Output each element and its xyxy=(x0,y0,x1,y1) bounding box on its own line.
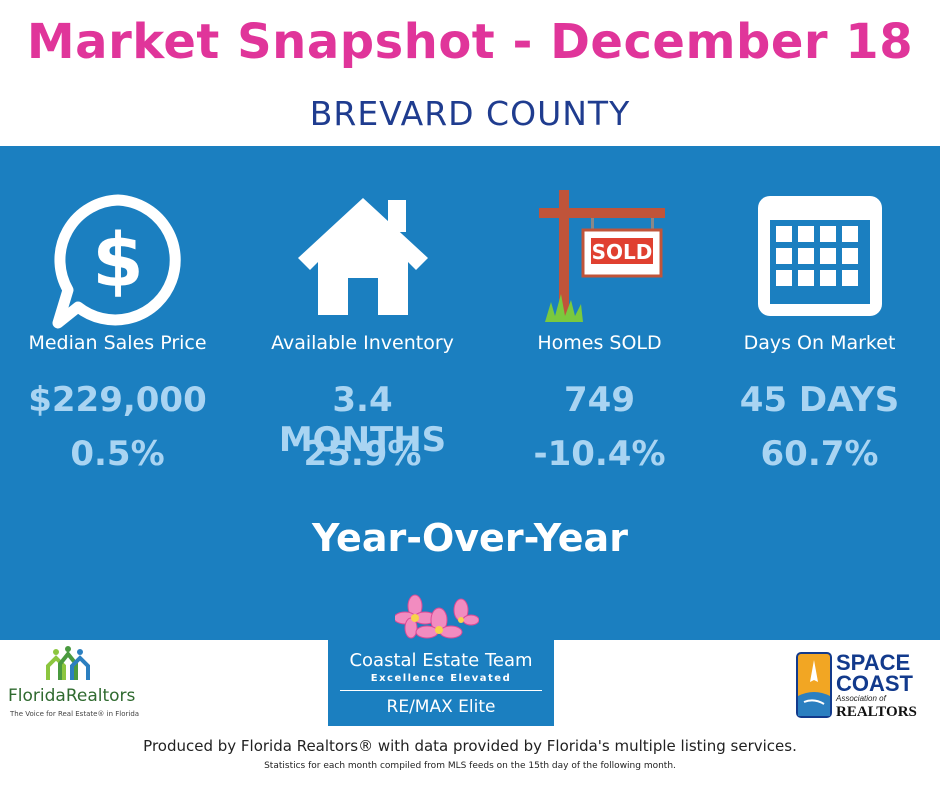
footer-produced-by: Produced by Florida Realtors® with data … xyxy=(143,737,797,755)
stat-value: 749 xyxy=(564,380,635,420)
page-title: Market Snapshot - December 18 xyxy=(26,14,914,70)
calendar-icon xyxy=(702,190,937,330)
house-icon xyxy=(245,190,480,330)
plumeria-flowers-icon xyxy=(393,592,480,644)
divider xyxy=(340,690,542,691)
team-name: Coastal Estate Team xyxy=(349,650,533,671)
team-tagline: Excellence Elevated xyxy=(370,673,512,684)
footer-note: Statistics for each month compiled from … xyxy=(264,761,676,771)
space-coast-line1: SPACE xyxy=(836,650,911,675)
stat-label: Median Sales Price xyxy=(28,332,207,354)
stat-inventory: Available Inventory 3.4 MONTHS 25.9% xyxy=(245,146,480,486)
team-logo-box: Coastal Estate Team Excellence Elevated … xyxy=(328,640,554,726)
stat-change: -10.4% xyxy=(533,434,666,474)
svg-text:$: $ xyxy=(92,218,144,304)
stat-days-on-market: Days On Market 45 DAYS 60.7% xyxy=(702,146,937,486)
stat-homes-sold: SOLD Homes SOLD 749 -10.4% xyxy=(482,146,717,486)
space-coast-line4: REALTORS xyxy=(836,704,917,720)
stat-label: Available Inventory xyxy=(271,332,454,354)
county-subtitle: BREVARD COUNTY xyxy=(309,94,631,133)
stats-panel: $ Median Sales Price $229,000 0.5% Avail… xyxy=(0,146,940,640)
stat-label: Days On Market xyxy=(743,332,896,354)
stat-value: 3.4 MONTHS xyxy=(278,380,447,460)
stat-change: 25.9% xyxy=(303,434,422,474)
sold-sign-icon: SOLD xyxy=(482,190,717,330)
stat-label: Homes SOLD xyxy=(537,332,662,354)
stat-value: $229,000 xyxy=(28,380,207,420)
year-over-year-label: Year-Over-Year xyxy=(312,516,628,560)
people-icon xyxy=(46,646,90,680)
shuttle-emblem-icon xyxy=(796,652,832,718)
sold-sign-text: SOLD xyxy=(591,240,652,264)
space-coast-realtors-logo: SPACE COAST Association of REALTORS xyxy=(796,652,926,722)
dollar-chat-icon: $ xyxy=(0,190,235,330)
stat-median-price: $ Median Sales Price $229,000 0.5% xyxy=(0,146,235,486)
florida-realtors-tagline: The Voice for Real Estate® in Florida xyxy=(10,710,140,718)
florida-realtors-name: FloridaRealtors xyxy=(8,686,136,706)
space-coast-line3: Association of xyxy=(836,694,886,703)
stat-change: 60.7% xyxy=(760,434,879,474)
florida-realtors-logo: FloridaRealtors The Voice for Real Estat… xyxy=(8,646,140,726)
team-broker: RE/MAX Elite xyxy=(386,697,496,717)
stat-change: 0.5% xyxy=(70,434,165,474)
space-coast-line2: COAST xyxy=(836,671,913,696)
stat-value: 45 DAYS xyxy=(739,380,900,420)
